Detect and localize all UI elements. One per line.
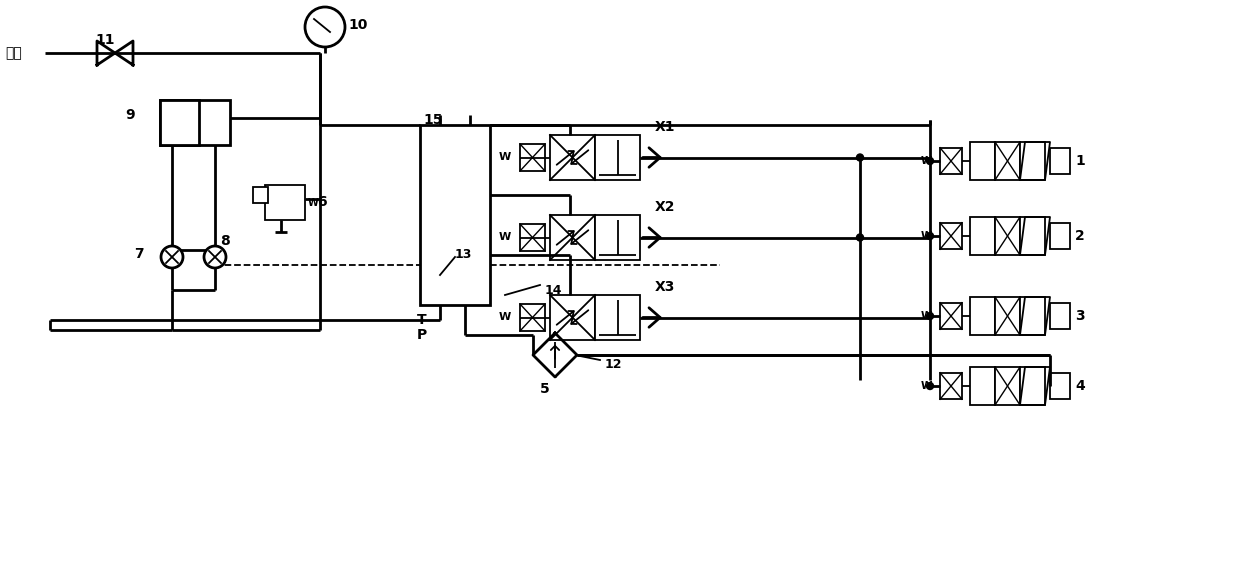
- Text: X2: X2: [655, 200, 676, 214]
- Bar: [940, 373, 962, 399]
- Text: 14: 14: [546, 283, 563, 297]
- Bar: [970, 142, 994, 180]
- Bar: [970, 297, 994, 335]
- Bar: [1021, 297, 1045, 335]
- Text: 2: 2: [1075, 229, 1085, 243]
- Bar: [253, 187, 268, 202]
- Circle shape: [305, 7, 345, 47]
- Text: 15: 15: [423, 113, 443, 127]
- Bar: [595, 135, 640, 180]
- Bar: [520, 224, 546, 251]
- Text: 10: 10: [348, 18, 367, 32]
- Text: 8: 8: [219, 234, 229, 248]
- Text: 12: 12: [605, 358, 622, 371]
- Text: W: W: [920, 156, 931, 166]
- Circle shape: [205, 246, 226, 268]
- Bar: [1050, 373, 1070, 399]
- Bar: [1050, 148, 1070, 174]
- Bar: [420, 125, 490, 305]
- Bar: [940, 223, 962, 250]
- Bar: [940, 302, 962, 329]
- Text: 7: 7: [134, 247, 144, 261]
- Circle shape: [926, 232, 934, 240]
- Circle shape: [857, 234, 863, 241]
- Text: 3: 3: [1075, 309, 1085, 323]
- Bar: [520, 144, 546, 171]
- Circle shape: [926, 158, 934, 164]
- Circle shape: [161, 246, 184, 268]
- Circle shape: [926, 382, 934, 389]
- Text: 5: 5: [541, 382, 549, 396]
- Text: 13: 13: [455, 248, 472, 262]
- Text: 11: 11: [95, 33, 114, 47]
- Text: W: W: [498, 232, 511, 243]
- Text: X3: X3: [655, 280, 676, 294]
- Text: W: W: [920, 231, 931, 241]
- Text: 6: 6: [317, 196, 326, 209]
- Bar: [1021, 142, 1045, 180]
- Bar: [1021, 217, 1045, 255]
- Bar: [994, 297, 1021, 335]
- Text: 4: 4: [1075, 379, 1085, 393]
- Bar: [520, 304, 546, 331]
- Bar: [160, 100, 229, 145]
- Text: W: W: [498, 152, 511, 163]
- Text: W: W: [308, 197, 319, 208]
- Text: W: W: [920, 311, 931, 321]
- Bar: [160, 100, 198, 145]
- Text: W: W: [920, 381, 931, 391]
- Text: W: W: [498, 312, 511, 323]
- Bar: [551, 215, 595, 260]
- Bar: [994, 217, 1021, 255]
- Circle shape: [857, 154, 863, 161]
- Bar: [1050, 223, 1070, 250]
- Bar: [1050, 302, 1070, 329]
- Bar: [940, 148, 962, 174]
- Bar: [551, 295, 595, 340]
- Bar: [994, 367, 1021, 405]
- Text: 9: 9: [125, 108, 135, 122]
- Bar: [265, 185, 305, 220]
- Bar: [970, 367, 994, 405]
- Bar: [1021, 367, 1045, 405]
- Text: X1: X1: [655, 120, 676, 134]
- Bar: [595, 295, 640, 340]
- Text: 1: 1: [1075, 154, 1085, 168]
- Bar: [595, 215, 640, 260]
- Text: P: P: [417, 328, 428, 342]
- Bar: [970, 217, 994, 255]
- Bar: [551, 135, 595, 180]
- Text: T: T: [417, 313, 427, 327]
- Circle shape: [926, 312, 934, 320]
- Text: 负载: 负载: [5, 46, 22, 60]
- Bar: [994, 142, 1021, 180]
